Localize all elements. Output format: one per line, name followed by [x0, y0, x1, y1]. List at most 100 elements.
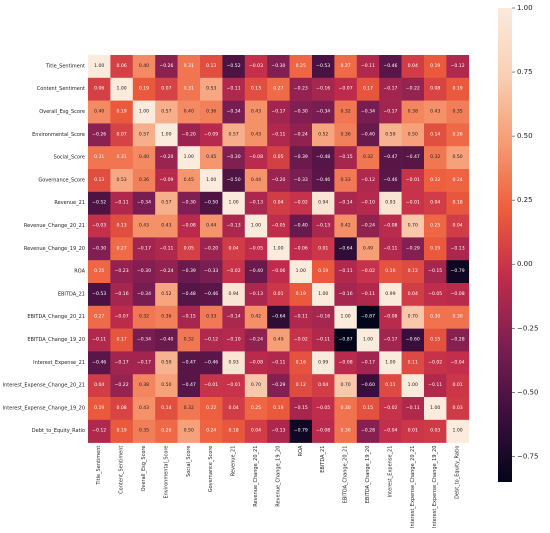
heatmap-cell	[401, 191, 425, 215]
cell-value-label: 0.32	[363, 154, 373, 160]
cell-value-label: −0.24	[361, 223, 375, 229]
heatmap-cell	[132, 397, 156, 421]
heatmap-cell	[401, 100, 425, 124]
heatmap-cell	[267, 351, 290, 375]
cell-value-label: −0.10	[227, 337, 241, 343]
heatmap-cell	[88, 191, 111, 215]
cell-value-label: −0.46	[383, 63, 397, 69]
cell-value-label: 0.18	[228, 428, 238, 434]
heatmap-cell	[401, 55, 425, 79]
cell-value-label: −0.28	[361, 428, 375, 434]
heatmap-cell	[289, 374, 313, 398]
cell-value-label: 0.22	[206, 405, 216, 411]
heatmap-cell	[200, 77, 223, 101]
heatmap-cell	[424, 351, 447, 375]
heatmap-cell	[132, 328, 156, 352]
cell-value-label: 0.40	[94, 109, 104, 115]
y-tick-label: Revenue_Change_20_21	[24, 223, 85, 229]
cell-value-label: 0.32	[139, 314, 149, 320]
heatmap-cell	[200, 191, 223, 215]
cell-value-label: −0.46	[204, 359, 218, 365]
cell-value-label: −0.11	[271, 359, 285, 365]
heatmap-cell	[155, 419, 178, 443]
heatmap-cell	[401, 123, 425, 147]
heatmap-cell	[244, 351, 268, 375]
cell-value-label: −0.08	[339, 359, 353, 365]
cell-value-label: −0.10	[361, 200, 375, 206]
cell-value-label: 0.31	[184, 63, 194, 69]
heatmap-cell	[446, 305, 470, 329]
cell-value-label: −0.20	[204, 245, 218, 251]
heatmap-cell	[244, 169, 268, 193]
heatmap-cell	[446, 100, 470, 124]
x-tick-label: Revenue_Change_20_21	[253, 446, 259, 507]
heatmap-cell	[222, 260, 246, 284]
cell-value-label: −0.79	[451, 268, 465, 274]
heatmap-cell	[110, 169, 134, 193]
cell-value-label: 1.00	[251, 223, 261, 229]
heatmap-cell	[312, 351, 335, 375]
cell-value-label: 0.15	[430, 337, 440, 343]
cell-value-label: 1.00	[273, 245, 283, 251]
heatmap-cell	[110, 214, 134, 238]
cell-value-label: 0.36	[206, 109, 216, 115]
heatmap-cell	[424, 260, 447, 284]
cell-value-label: 0.13	[94, 177, 104, 183]
heatmap-cell	[200, 328, 223, 352]
cell-value-label: −0.48	[316, 154, 330, 160]
heatmap-cell	[379, 260, 402, 284]
heatmap-cell	[177, 305, 201, 329]
cell-value-label: −0.17	[383, 86, 397, 92]
cell-value-label: 0.04	[94, 382, 104, 388]
heatmap-cell	[88, 77, 111, 101]
cell-value-label: −0.13	[227, 223, 241, 229]
cell-value-label: 0.40	[139, 154, 149, 160]
heatmap-cell	[88, 260, 111, 284]
cell-value-label: −0.30	[182, 200, 196, 206]
cell-value-label: −0.60	[406, 337, 420, 343]
heatmap-cell	[424, 214, 447, 238]
cell-value-label: 0.93	[228, 359, 238, 365]
heatmap-cell	[401, 328, 425, 352]
heatmap-cell	[88, 100, 111, 124]
heatmap-cell	[446, 55, 470, 79]
heatmap-cell	[424, 397, 447, 421]
cell-value-label: 0.04	[452, 223, 462, 229]
cell-value-label: 0.36	[139, 177, 149, 183]
cell-value-label: 0.32	[184, 405, 194, 411]
heatmap-cell	[379, 123, 402, 147]
cell-value-label: 0.50	[184, 428, 194, 434]
heatmap-cell	[222, 328, 246, 352]
heatmap-cell	[222, 146, 246, 170]
y-tick-label: EBITDA_Change_19_20	[27, 337, 85, 343]
heatmap-cell	[379, 351, 402, 375]
cell-value-label: 0.43	[139, 405, 149, 411]
cell-value-label: 0.24	[206, 428, 216, 434]
cell-value-label: −0.17	[361, 359, 375, 365]
heatmap-cell	[244, 123, 268, 147]
heatmap-cell	[244, 283, 268, 307]
cell-value-label: 0.01	[452, 382, 462, 388]
heatmap-cell	[446, 146, 470, 170]
cell-value-label: −0.02	[428, 359, 442, 365]
heatmap-cell	[200, 169, 223, 193]
cell-value-label: 0.33	[340, 177, 350, 183]
heatmap-cell	[132, 237, 156, 261]
heatmap-cell	[88, 55, 111, 79]
heatmap-cell	[334, 260, 358, 284]
heatmap-cell	[289, 397, 313, 421]
cell-value-label: −0.48	[182, 291, 196, 297]
x-tick-label: Social_Score	[186, 446, 192, 477]
cell-value-label: 0.17	[363, 86, 373, 92]
heatmap-cell	[289, 100, 313, 124]
cell-value-label: −0.30	[271, 63, 285, 69]
heatmap-cell	[200, 123, 223, 147]
colorbar-gradient	[498, 8, 512, 482]
cell-value-label: −0.11	[406, 405, 420, 411]
heatmap-cell	[334, 328, 358, 352]
cell-value-label: 0.22	[430, 177, 440, 183]
cell-value-label: 0.35	[452, 109, 462, 115]
heatmap-cell	[401, 351, 425, 375]
heatmap-cell	[289, 351, 313, 375]
heatmap-cell	[334, 146, 358, 170]
